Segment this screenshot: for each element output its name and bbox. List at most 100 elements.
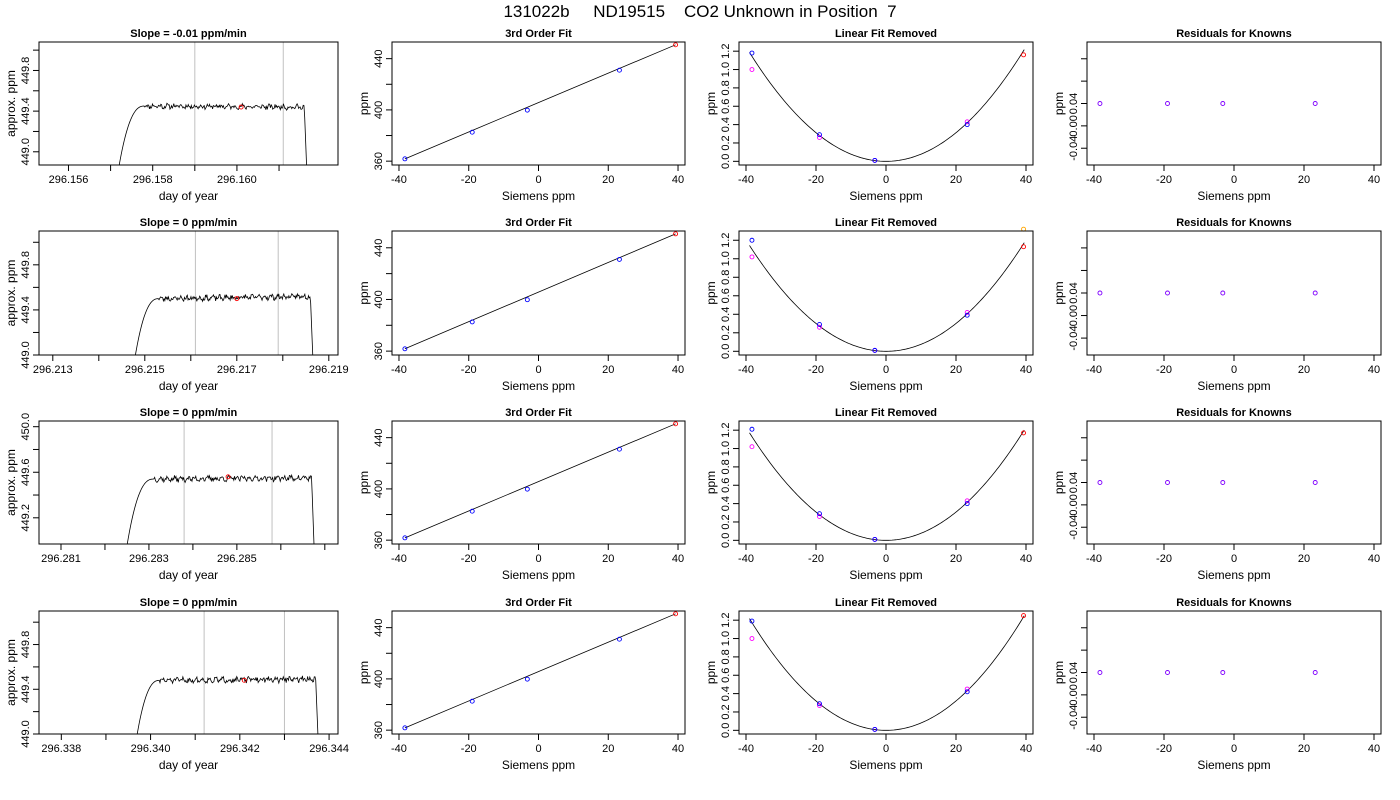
knowns-point	[1165, 290, 1170, 296]
fit-point	[469, 319, 475, 325]
x-tick-label: -20	[808, 743, 824, 755]
residual-point-magenta	[817, 135, 822, 140]
y-tick-label: 0.00	[1068, 305, 1080, 326]
y-tick-label: 0.00	[1068, 494, 1080, 515]
x-tick-label: 40	[1368, 743, 1380, 755]
y-tick-label: 0.0	[720, 154, 732, 169]
plot-title: Slope = 0 ppm/min	[140, 217, 238, 229]
trace-frame	[38, 610, 339, 735]
x-tick-label: 40	[1368, 553, 1380, 565]
y-axis-label: ppm	[704, 471, 718, 494]
residual-panel-1: -40 -20 0 20 40 0.0 0.2 0.4 0.6 0.8 1.0 1.2 Linear F…	[704, 28, 1034, 203]
x-tick-label: 0	[883, 553, 889, 565]
x-tick-label: -20	[808, 553, 824, 565]
x-tick-label: -20	[1156, 364, 1172, 376]
residual-point-red	[1021, 52, 1026, 58]
fit-panel-2: -40 -20 0 20 40 360 400 440 3rd Order Fit Siemens…	[357, 217, 686, 393]
y-axis-label: ppm	[704, 92, 718, 115]
x-axis-label: day of year	[159, 379, 218, 393]
trace-panel-4: 296.338 296.340 296.342 296.344 449.0 449.4 44…	[4, 597, 349, 772]
residual-point-magenta	[749, 636, 755, 641]
fit-point	[402, 346, 408, 352]
residual-point-magenta	[964, 498, 970, 504]
x-tick-label: 40	[1368, 364, 1380, 376]
residual-point-magenta	[964, 119, 970, 125]
fit-frame	[391, 41, 686, 166]
x-tick-label: 296.285	[217, 553, 257, 565]
y-tick-label: 440	[373, 49, 385, 67]
x-tick-label: -40	[738, 174, 754, 186]
knowns-panel-1: -40 -20 0 20 40 -0.040.000.04 Residuals for Kn…	[1052, 28, 1382, 203]
x-tick-label: -40	[1086, 553, 1102, 565]
x-axis-label: Siemens ppm	[502, 568, 575, 582]
x-tick-label: 296.342	[220, 743, 260, 755]
x-tick-label: -40	[1086, 174, 1102, 186]
fit-point	[524, 676, 530, 682]
y-tick-label: 0.8	[720, 270, 732, 285]
knowns-point	[1097, 670, 1103, 675]
x-tick-label: -20	[461, 743, 477, 755]
fit-point	[469, 698, 475, 704]
knowns-frame	[1086, 41, 1382, 166]
y-axis-label: ppm	[1052, 281, 1066, 304]
residual-point-red	[1021, 430, 1026, 436]
y-tick-label: 0.04	[1068, 472, 1080, 493]
x-tick-label: 0	[883, 743, 889, 755]
x-tick-label: 0	[1231, 743, 1237, 755]
x-tick-label: -20	[1156, 743, 1172, 755]
x-tick-label: -40	[738, 743, 754, 755]
x-tick-label: -40	[1086, 743, 1102, 755]
x-tick-label: 40	[1020, 553, 1032, 565]
fit-point	[402, 725, 408, 731]
plot-title: Linear Fit Removed	[835, 597, 937, 609]
plot-title: Residuals for Knowns	[1176, 597, 1292, 609]
fit-line	[404, 613, 676, 729]
residual-point-blue	[749, 426, 755, 432]
fit-point	[402, 156, 408, 162]
x-axis-label: Siemens ppm	[502, 189, 575, 203]
trace-frame	[38, 41, 339, 166]
y-tick-label: 0.04	[1068, 93, 1080, 114]
x-tick-label: 20	[950, 553, 962, 565]
trace-marker	[225, 474, 231, 480]
x-tick-label: 296.213	[33, 364, 73, 376]
x-axis-label: Siemens ppm	[1197, 189, 1270, 203]
x-tick-label: 296.215	[125, 364, 165, 376]
residual-point-blue	[872, 157, 878, 163]
fit-line	[404, 423, 676, 539]
x-tick-label: 20	[602, 174, 614, 186]
y-tick-label: 0.8	[720, 459, 732, 474]
residual-point-blue	[817, 511, 822, 517]
y-tick-label: 440	[373, 428, 385, 446]
y-tick-label: 0.00	[1068, 684, 1080, 705]
y-tick-label: 0.04	[1068, 662, 1080, 683]
parabola-curve	[749, 242, 1025, 352]
trace-frame	[38, 420, 339, 545]
x-tick-label: 0	[535, 364, 541, 376]
plot-title: Slope = 0 ppm/min	[140, 597, 238, 609]
y-tick-label: 450.0	[20, 413, 32, 441]
residual-point-red	[1021, 244, 1026, 250]
fit-point-unknown	[673, 611, 679, 617]
x-tick-label: 40	[1368, 174, 1380, 186]
fit-point	[524, 486, 530, 492]
y-tick-label: 0.4	[720, 496, 732, 511]
x-tick-label: 20	[602, 743, 614, 755]
fit-panel-1: -40 -20 0 20 40 360 400 440 3rd Order Fit Siemens…	[357, 28, 686, 203]
trace-panel-1: 296.156 296.158 296.160 449.0 449.4 449.8 Slop…	[4, 28, 339, 203]
y-tick-label: 449.8	[20, 631, 32, 659]
residual-point-blue	[749, 618, 755, 624]
fit-point	[524, 107, 530, 113]
residual-point-magenta	[964, 309, 970, 315]
parabola-curve	[749, 615, 1025, 731]
x-tick-label: 20	[602, 364, 614, 376]
fit-point	[616, 636, 622, 642]
fit-point	[524, 297, 530, 303]
knowns-point	[1165, 480, 1170, 485]
figure-title: 131022b ND19515 CO2 Unknown in Position …	[503, 2, 897, 21]
x-tick-label: -20	[1156, 174, 1172, 186]
y-tick-label: 440	[373, 239, 385, 257]
y-tick-label: 0.04	[1068, 282, 1080, 303]
y-tick-label: 0.6	[720, 288, 732, 303]
